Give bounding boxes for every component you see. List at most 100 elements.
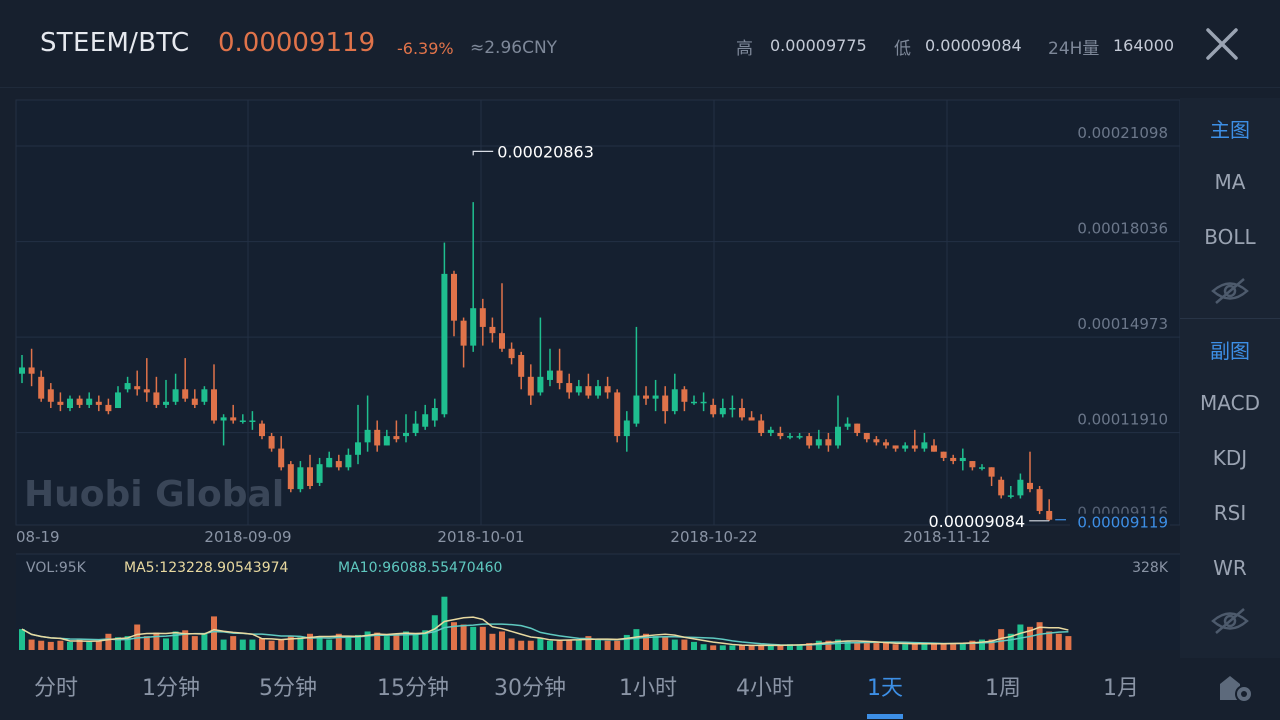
- main-chart-title[interactable]: 主图: [1210, 118, 1250, 142]
- volume-bar: [86, 641, 93, 650]
- volume-bars: [19, 596, 1072, 650]
- candle: [19, 354, 25, 384]
- volume-bar: [153, 632, 160, 650]
- volume-bar: [873, 643, 880, 650]
- tab-timeline[interactable]: 分时: [34, 676, 79, 701]
- volume-bar: [527, 640, 534, 650]
- volume-bar: [172, 631, 179, 650]
- candle: [451, 270, 457, 337]
- candle: [691, 395, 697, 405]
- candle-body: [700, 401, 707, 404]
- volume-bar: [441, 596, 448, 650]
- candle: [950, 454, 957, 465]
- tab-1week[interactable]: 1周: [985, 676, 1021, 701]
- tab-1month[interactable]: 1月: [1103, 676, 1139, 701]
- candle-body: [950, 457, 957, 462]
- candle-body: [527, 376, 534, 396]
- tab-1hour[interactable]: 1小时: [619, 676, 677, 701]
- volume-bar: [220, 639, 227, 650]
- tab-5min[interactable]: 5分钟: [259, 676, 317, 701]
- x-tick-label: 2018-09-09: [204, 528, 291, 546]
- candle-body: [268, 436, 275, 449]
- volume-bar: [115, 637, 121, 650]
- candle: [393, 420, 400, 443]
- candle-body: [220, 417, 227, 421]
- indicator-kdj[interactable]: KDJ: [1212, 446, 1248, 470]
- candle: [403, 414, 409, 443]
- tab-1min[interactable]: 1分钟: [142, 676, 200, 701]
- volume-bar: [1055, 633, 1062, 650]
- candle: [777, 426, 784, 440]
- candle: [710, 398, 717, 418]
- volume-bar: [623, 634, 630, 650]
- volume-bar: [806, 643, 813, 650]
- candle: [47, 383, 54, 409]
- indicator-wr[interactable]: WR: [1213, 556, 1247, 580]
- indicator-boll[interactable]: BOLL: [1204, 225, 1256, 249]
- candle-body: [844, 423, 851, 427]
- candle-body: [652, 395, 659, 399]
- volume-bar: [547, 640, 553, 650]
- y-tick-label: 0.00011910: [1077, 411, 1168, 429]
- hide-sub-indicator-icon[interactable]: [1210, 606, 1250, 636]
- candle: [767, 426, 774, 437]
- volume-bar: [1017, 624, 1024, 650]
- x-tick-label: 2018-10-01: [437, 528, 524, 546]
- chart-settings-icon[interactable]: [1216, 670, 1256, 706]
- tab-4hour[interactable]: 4小时: [736, 676, 794, 701]
- candle: [835, 395, 841, 449]
- candle: [566, 373, 573, 399]
- candle: [652, 379, 659, 412]
- volume-ma5-line: [21, 616, 1069, 647]
- candle: [364, 395, 371, 452]
- max-annotation: 0.00020863: [497, 142, 594, 161]
- close-icon[interactable]: [1200, 22, 1244, 66]
- volume-bar: [921, 643, 928, 650]
- indicator-macd[interactable]: MACD: [1200, 391, 1260, 415]
- volume-bar: [902, 644, 909, 650]
- volume-bar: [124, 636, 131, 650]
- volume-bar: [585, 636, 592, 650]
- pair-symbol[interactable]: STEEM/BTC: [40, 28, 190, 58]
- candle: [748, 411, 755, 421]
- tab-1day[interactable]: 1天: [867, 676, 903, 701]
- candle: [575, 379, 582, 396]
- sub-chart-title[interactable]: 副图: [1210, 339, 1250, 363]
- candle-body: [326, 457, 333, 468]
- candle: [57, 392, 64, 412]
- x-axis-ticks: 08-19 2018-09-09 2018-10-01 2018-10-22 2018-…: [16, 528, 991, 546]
- candle: [345, 448, 352, 471]
- volume-bar: [259, 638, 265, 650]
- candle: [124, 376, 131, 393]
- candle: [537, 317, 544, 396]
- kline-chart[interactable]: Huobi Global 0.00021098 0.00018036 0.00014…: [0, 88, 1180, 658]
- tab-30min[interactable]: 30分钟: [494, 676, 566, 701]
- ma5-label: MA5:123228.90543974: [124, 560, 289, 576]
- indicator-rsi[interactable]: RSI: [1213, 501, 1247, 525]
- candle: [1017, 473, 1024, 499]
- candle-body: [614, 392, 621, 437]
- candle-body: [566, 383, 573, 393]
- candle: [115, 386, 121, 409]
- tab-15min[interactable]: 15分钟: [377, 676, 449, 701]
- candle-body: [143, 389, 150, 393]
- candle-body: [153, 392, 160, 405]
- indicator-ma[interactable]: MA: [1214, 170, 1246, 194]
- candle-body: [412, 423, 419, 433]
- price-change-percent: -6.39%: [397, 39, 454, 58]
- candle: [201, 386, 208, 405]
- indicator-panel: 主图 MA BOLL 副图 MACD KDJ RSI WR: [1180, 98, 1280, 658]
- candle-body: [1036, 489, 1043, 511]
- candle: [1027, 451, 1033, 493]
- candle: [143, 358, 150, 402]
- hide-main-indicator-icon[interactable]: [1210, 276, 1250, 306]
- volume-bar: [835, 639, 841, 650]
- candle: [902, 442, 909, 452]
- candle: [969, 461, 976, 471]
- candle-body: [287, 464, 294, 490]
- volume-bar: [931, 643, 937, 650]
- volume-bar: [652, 636, 659, 650]
- volume-bar: [47, 641, 54, 650]
- candle-body: [719, 408, 726, 415]
- candle: [1036, 486, 1043, 515]
